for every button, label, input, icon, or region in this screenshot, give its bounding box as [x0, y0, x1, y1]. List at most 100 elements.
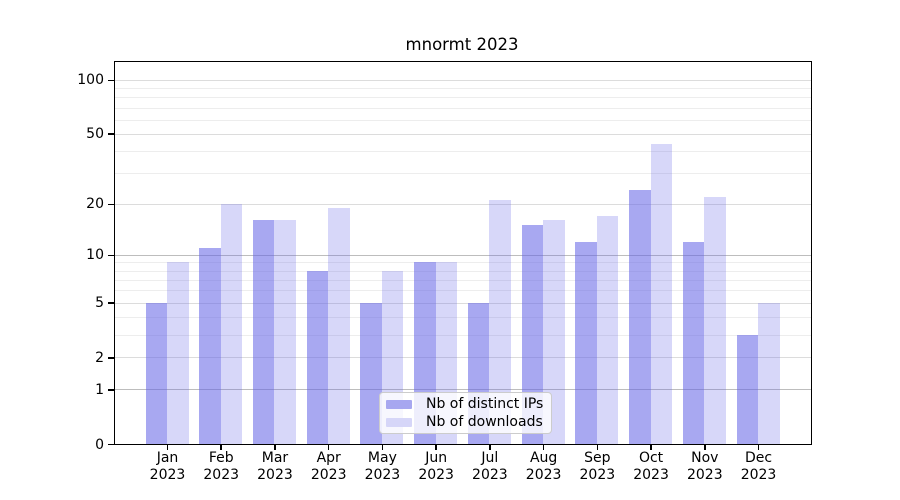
gridline-5: [115, 302, 811, 304]
x-tick-year: 2023: [149, 466, 186, 483]
gridline-minor-60: [115, 119, 811, 121]
x-tick-year: 2023: [633, 466, 669, 483]
legend-swatch-downloads-icon: [386, 417, 412, 427]
y-tick-label-5: 5: [95, 295, 104, 312]
legend-item-distinct-ips: Nb of distinct IPs: [386, 396, 543, 413]
y-tickmark-5: [108, 302, 114, 304]
y-tickmark-0: [108, 443, 114, 446]
x-tick-label-jun: Jun 2023: [408, 450, 464, 483]
legend: Nb of distinct IPs Nb of downloads: [379, 392, 553, 434]
gridline-50: [115, 133, 811, 135]
x-tick-year: 2023: [686, 466, 723, 483]
y-tick-label-1: 1: [95, 381, 104, 398]
x-tickmark-jul: [489, 444, 491, 450]
x-tickmark-apr: [327, 444, 330, 450]
bar-ips-mar: [252, 220, 275, 444]
x-tickmark-aug: [542, 444, 545, 450]
x-tick-month: Jun: [425, 450, 448, 466]
x-tick-label-jan: Jan 2023: [140, 450, 196, 483]
chart-title: mnormt 2023: [405, 35, 519, 54]
bar-downloads-aug: [543, 220, 565, 444]
x-tick-year: 2023: [579, 466, 616, 483]
x-tickmark-nov: [704, 444, 706, 450]
y-tick-label-2: 2: [95, 349, 104, 366]
bar-ips-feb: [199, 247, 221, 444]
gridline-minor-3: [115, 334, 811, 336]
gridline-minor-7: [115, 279, 811, 281]
gridline-2: [115, 357, 811, 359]
y-tickmark-100: [108, 79, 114, 82]
x-tick-label-apr: Apr 2023: [301, 450, 357, 483]
x-tick-year: 2023: [418, 466, 454, 483]
x-tick-month: Jan: [156, 450, 179, 466]
x-tick-month: Mar: [261, 450, 289, 466]
y-tickmark-10: [108, 254, 114, 257]
x-tick-label-feb: Feb 2023: [193, 450, 249, 483]
x-tickmark-jan: [166, 444, 169, 450]
x-tick-month: Apr: [316, 450, 341, 466]
bar-downloads-oct: [650, 143, 673, 444]
x-tick-year: 2023: [525, 466, 562, 483]
gridline-20: [115, 203, 811, 205]
x-tick-year: 2023: [257, 466, 293, 483]
x-tickmark-may: [381, 444, 384, 450]
x-tick-label-oct: Oct 2023: [623, 450, 679, 483]
x-tick-label-nov: Nov 2023: [677, 450, 733, 483]
gridline-minor-30: [115, 173, 811, 175]
x-tick-year: 2023: [310, 466, 347, 483]
x-tick-label-jul: Jul 2023: [462, 450, 518, 483]
x-tick-month: Feb: [208, 450, 234, 466]
legend-swatch-distinct-ips-icon: [386, 399, 412, 409]
bar-downloads-sep: [596, 215, 619, 444]
x-tickmark-oct: [650, 444, 652, 450]
gridline-100: [115, 79, 811, 81]
bar-downloads-jul: [489, 200, 511, 444]
bar-downloads-mar: [274, 220, 296, 444]
gridline-minor-6: [115, 290, 811, 292]
x-tick-label-sep: Sep 2023: [569, 450, 625, 483]
x-tick-month: Dec: [744, 450, 773, 466]
gridline-major-10: [115, 254, 811, 256]
gridline-minor-4: [115, 316, 811, 318]
y-tickmark-2: [108, 357, 114, 359]
gridline-minor-9: [115, 262, 811, 264]
bar-ips-nov: [682, 241, 705, 444]
y-tick-label-0: 0: [95, 436, 104, 453]
x-tickmark-jun: [435, 444, 437, 450]
gridline-minor-40: [115, 150, 811, 152]
bar-ips-apr: [306, 270, 329, 444]
y-tickmark-1: [108, 389, 114, 391]
x-tick-month: Sep: [584, 450, 611, 466]
y-tick-label-20: 20: [86, 196, 104, 213]
x-tick-label-aug: Aug 2023: [516, 450, 572, 483]
bar-ips-oct: [629, 189, 651, 444]
bar-ips-sep: [575, 241, 597, 444]
x-tickmark-feb: [220, 444, 222, 450]
x-tickmark-sep: [596, 444, 599, 450]
bar-ips-aug: [521, 225, 544, 444]
bar-downloads-nov: [704, 196, 726, 444]
bar-ips-may: [360, 302, 382, 444]
gridline-major-1: [115, 389, 811, 391]
bar-downloads-feb: [220, 203, 243, 444]
legend-label-downloads: Nb of downloads: [426, 414, 543, 430]
y-tickmark-20: [108, 203, 114, 205]
x-tick-label-may: May 2023: [354, 450, 410, 483]
y-tick-label-50: 50: [86, 126, 104, 143]
x-tick-month: Jul: [481, 450, 499, 466]
x-tick-year: 2023: [472, 466, 508, 483]
x-tick-month: Nov: [691, 450, 719, 466]
x-tick-month: Oct: [638, 450, 664, 466]
x-tick-month: May: [367, 450, 397, 466]
y-tick-label-100: 100: [77, 72, 104, 89]
bar-downloads-jan: [167, 262, 189, 444]
bar-downloads-apr: [328, 207, 350, 444]
plot-area: [114, 61, 812, 445]
x-tickmark-mar: [274, 444, 276, 450]
y-tickmark-50: [108, 133, 114, 135]
legend-item-downloads: Nb of downloads: [386, 414, 543, 431]
x-tick-year: 2023: [203, 466, 240, 483]
x-tick-label-mar: Mar 2023: [247, 450, 303, 483]
x-tick-year: 2023: [364, 466, 401, 483]
